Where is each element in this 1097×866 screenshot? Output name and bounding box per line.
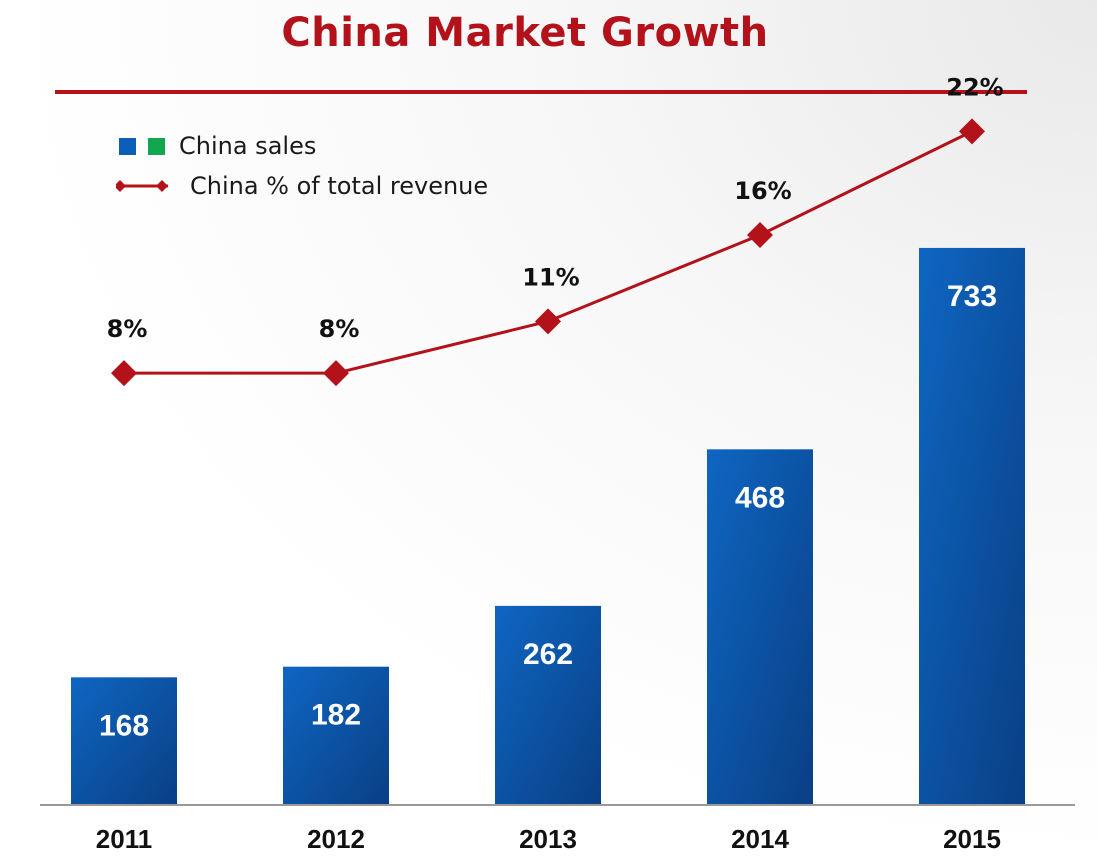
percent-marker-2011	[111, 360, 137, 387]
x-tick-label-2013: 2013	[519, 824, 577, 854]
percent-marker-2015	[959, 118, 985, 145]
x-tick-label-2015: 2015	[943, 824, 1001, 854]
bar-value-label-2011: 168	[99, 709, 149, 742]
legend-label-sales: China sales	[179, 132, 317, 160]
bar-value-label-2012: 182	[311, 699, 361, 732]
percent-label-2012: 8%	[319, 315, 360, 343]
bar-2011	[71, 677, 177, 805]
x-tick-label-2011: 2011	[96, 824, 152, 854]
percent-marker-2013	[535, 308, 561, 335]
bar-2012	[283, 666, 389, 805]
legend-line-diamond-icon	[116, 180, 168, 192]
chart-title: China Market Growth	[281, 10, 769, 56]
legend-label-percent: China % of total revenue	[190, 172, 489, 200]
legend: China sales China % of total revenue	[116, 126, 488, 206]
percent-line	[124, 130, 973, 375]
x-tick-label-2014: 2014	[731, 824, 789, 854]
bar-2014	[707, 449, 813, 805]
percent-label-2015: 22%	[946, 73, 1003, 101]
bar-value-label-2015: 733	[947, 280, 997, 313]
percent-marker-2012	[323, 360, 349, 387]
bar-2013	[495, 605, 601, 805]
percent-label-2014: 16%	[734, 177, 791, 205]
x-tick-label-2012: 2012	[307, 824, 365, 854]
bar-value-label-2013: 262	[523, 638, 573, 671]
bar-value-label-2014: 468	[735, 481, 785, 514]
percent-label-2013: 11%	[522, 263, 579, 291]
bar-2015	[919, 247, 1025, 806]
legend-swatch-green	[148, 137, 165, 155]
legend-item-sales: China sales	[116, 126, 488, 166]
percent-label-2011: 8%	[107, 315, 148, 343]
legend-swatch-blue	[119, 137, 136, 155]
percent-marker-2014	[747, 222, 773, 248]
title-underline	[55, 90, 1027, 94]
legend-item-percent: China % of total revenue	[116, 166, 488, 206]
